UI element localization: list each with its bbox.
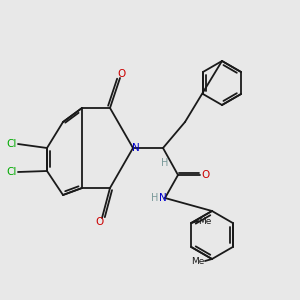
Text: O: O	[95, 217, 103, 227]
Text: O: O	[118, 69, 126, 79]
Text: Cl: Cl	[7, 139, 17, 149]
Text: H: H	[151, 193, 159, 203]
Text: O: O	[202, 170, 210, 180]
Text: Cl: Cl	[7, 167, 17, 177]
Text: N: N	[132, 143, 140, 153]
Text: Me: Me	[199, 217, 212, 226]
Text: H: H	[161, 158, 169, 168]
Text: N: N	[159, 193, 167, 203]
Text: Me: Me	[191, 256, 205, 266]
